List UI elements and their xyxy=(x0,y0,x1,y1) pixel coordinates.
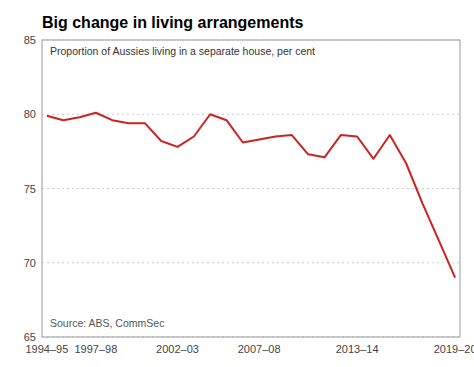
y-tick-label: 85 xyxy=(24,34,36,46)
x-tick-label: 1997–98 xyxy=(74,343,117,355)
source: Source: ABS, CommSec xyxy=(50,317,164,329)
y-tick-label: 75 xyxy=(24,183,36,195)
y-tick-label: 70 xyxy=(24,257,36,269)
plot-frame xyxy=(42,40,460,337)
subtitle: Proportion of Aussies living in a separa… xyxy=(50,45,315,57)
title: Big change in living arrangements xyxy=(42,14,303,31)
x-tick-label: 1994–95 xyxy=(25,343,68,355)
grid-line xyxy=(42,188,460,189)
grid-line xyxy=(42,262,460,263)
chart-container: 65 70 75 80 85 1994–95 1997–98 2002–03 2007–08 20… xyxy=(0,0,474,367)
x-tick-label: 2013–14 xyxy=(336,343,379,355)
grid xyxy=(42,40,460,337)
x-tick-label: 2019–20 xyxy=(434,343,474,355)
y-tick-label: 80 xyxy=(24,108,36,120)
grid-line xyxy=(42,114,460,115)
series xyxy=(47,113,455,278)
chart: 65 70 75 80 85 1994–95 1997–98 2002–03 2007–08 20… xyxy=(0,0,474,367)
line xyxy=(47,113,455,278)
x-tick-label: 2002–03 xyxy=(156,343,199,355)
y-tick-label: 65 xyxy=(24,331,36,343)
x-tick-label: 2007–08 xyxy=(238,343,281,355)
